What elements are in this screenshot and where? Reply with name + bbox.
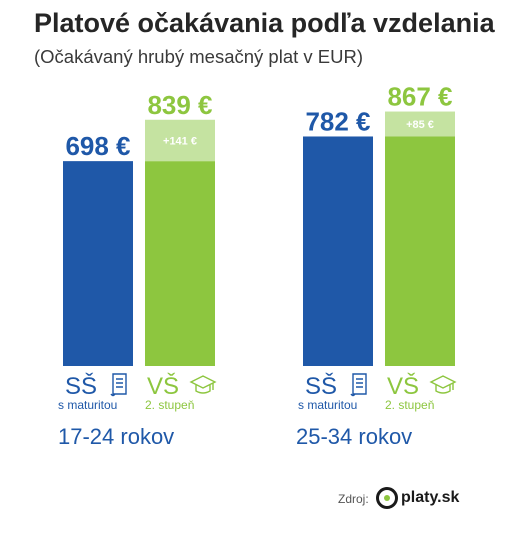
graduation-cap-icon — [189, 375, 217, 394]
diploma-scroll-icon — [350, 373, 367, 397]
bar-vs-diff-0 — [145, 119, 215, 162]
platy-logo[interactable]: platy.sk — [376, 483, 459, 513]
vs-sub-1: 2. stupeň — [385, 398, 434, 412]
bar-vs-diff-1 — [385, 111, 455, 137]
value-label-ss-1: 782 € — [305, 106, 370, 136]
ss-sub-1: s maturitou — [298, 398, 357, 412]
value-label-ss-0: 698 € — [65, 131, 130, 161]
bar-vs-0 — [145, 161, 215, 366]
vs-abbr-0: VŠ — [147, 372, 179, 400]
logo-icon — [376, 487, 398, 509]
bar-vs-1 — [385, 136, 455, 366]
difference-label-1: +85 € — [406, 119, 434, 131]
logo-text: platy.sk — [401, 489, 460, 506]
value-label-vs-0: 839 € — [147, 90, 212, 120]
vs-abbr-1: VŠ — [387, 372, 419, 400]
difference-label-0: +141 € — [163, 135, 197, 147]
category-label-25-34: 25-34 rokov — [296, 424, 413, 449]
source-label: Zdroj: — [338, 492, 369, 506]
bar-ss-0 — [63, 161, 133, 366]
diploma-scroll-icon — [110, 373, 127, 397]
vs-sub-0: 2. stupeň — [145, 398, 194, 412]
graduation-cap-icon — [429, 375, 457, 394]
ss-sub-0: s maturitou — [58, 398, 117, 412]
ss-abbr-0: SŠ — [65, 372, 97, 400]
bar-ss-1 — [303, 136, 373, 366]
ss-abbr-1: SŠ — [305, 372, 337, 400]
chart-title: Platové očakávania podľa vzdelania — [34, 8, 495, 38]
category-label-17-24: 17-24 rokov — [58, 424, 175, 449]
chart-subtitle: (Očakávaný hrubý mesačný plat v EUR) — [34, 46, 364, 67]
value-label-vs-1: 867 € — [387, 82, 452, 112]
